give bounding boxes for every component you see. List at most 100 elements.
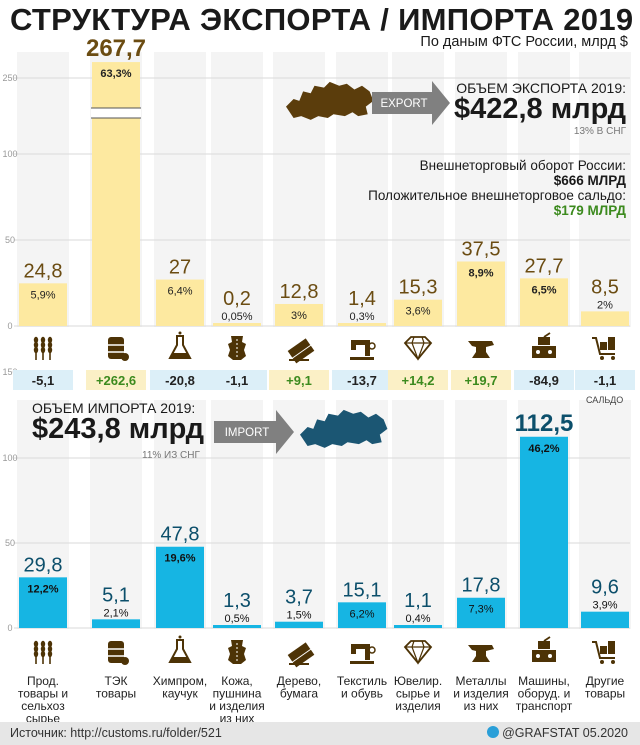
saldo-value-label: -5,1: [32, 373, 54, 388]
saldo-cell: [575, 370, 635, 390]
export-value-label: 24,8: [24, 260, 63, 282]
export-share-label: 5,9%: [30, 289, 55, 301]
saldo-value-label: -84,9: [529, 373, 559, 388]
author-credit-text: @GRAFSTAT 05.2020: [502, 726, 628, 740]
import-value-label: 1,1: [404, 590, 432, 612]
import-share-label: 0,4%: [405, 613, 430, 625]
lumber-icon: [287, 642, 315, 668]
import-volume-label: ОБЪЕМ ИМПОРТА 2019:: [32, 400, 196, 416]
export-arrow-text: EXPORT: [380, 98, 427, 110]
telegram-icon: [487, 726, 500, 738]
saldo-row-caption: САЛЬДО: [586, 395, 624, 405]
import-value-label: 9,6: [591, 577, 619, 599]
category-label: Дерево,: [277, 674, 321, 688]
category-label: товары и: [18, 687, 68, 701]
export-bar: [92, 62, 140, 326]
saldo-cell: [269, 370, 329, 390]
category-label: Кожа,: [221, 674, 253, 688]
flask-icon: [168, 331, 192, 359]
trade-turnover-value: $666 МЛРД: [553, 173, 626, 188]
import-share-label: 46,2%: [528, 443, 559, 455]
export-value-label: 37,5: [462, 239, 501, 261]
category-label: из них: [220, 712, 255, 723]
import-arrow-text: IMPORT: [225, 427, 270, 439]
russia-map-import: [300, 409, 388, 448]
import-bar: [457, 597, 505, 628]
export-share-label: 0,05%: [221, 311, 252, 323]
category-label: ТЭК: [105, 674, 128, 688]
export-share-label: 6,5%: [531, 284, 556, 296]
export-bar: [394, 299, 442, 326]
saldo-value-label: +19,7: [465, 373, 498, 388]
export-share-label: 3,6%: [405, 306, 430, 318]
import-bar: [338, 602, 386, 628]
export-cis-note: 13% В СНГ: [573, 126, 626, 137]
oil-barrel-icon: [108, 641, 129, 665]
category-label: Текстиль: [337, 674, 387, 688]
export-y-tick-label: 250: [2, 73, 17, 83]
trade-saldo-value: $179 МЛРД: [553, 203, 626, 218]
trade-structure-chart: 0 50 100 250 150 0 50 100 24,8 5,9% 267,7 63,3% 27 6,…: [2, 35, 635, 723]
machinery-icon: [532, 636, 556, 662]
import-bar: [520, 436, 568, 628]
category-label: Ювелир.: [394, 674, 442, 688]
anvil-icon: [468, 645, 494, 662]
export-arrow: EXPORT: [372, 81, 450, 125]
import-share-label: 3,9%: [592, 600, 617, 612]
import-bar: [581, 611, 629, 628]
anvil-icon: [468, 341, 494, 358]
import-share-label: 7,3%: [468, 604, 493, 616]
export-volume-label: ОБЪЕМ ЭКСПОРТА 2019:: [456, 80, 626, 96]
export-value-label: 15,3: [399, 277, 438, 299]
saldo-value-label: +262,6: [96, 373, 136, 388]
export-value-label: 8,5: [591, 276, 619, 298]
saldo-cell: [451, 370, 511, 390]
diamond-icon: [403, 336, 433, 361]
import-y-tick-label: 100: [2, 453, 17, 463]
export-value-label: 267,7: [86, 35, 146, 62]
export-y-tick-label: 150: [2, 367, 17, 377]
export-value-label: 27: [169, 257, 191, 279]
wheat-icon: [33, 640, 53, 664]
oil-barrel-icon: [108, 337, 129, 361]
category-label: товары: [585, 687, 625, 701]
saldo-cell: [332, 370, 392, 390]
export-bar: [213, 323, 261, 326]
saldo-value-label: +14,2: [402, 373, 435, 388]
import-value-label: 112,5: [515, 410, 574, 437]
import-value-label: 5,1: [102, 584, 130, 606]
category-label: из них: [464, 699, 499, 713]
export-share-label: 3%: [291, 310, 307, 322]
saldo-cell: [86, 370, 146, 390]
export-y-tick-label: 50: [5, 235, 15, 245]
category-label: сырье и: [396, 687, 440, 701]
source-link[interactable]: Источник: http://customs.ru/folder/521: [10, 726, 222, 740]
category-label: и изделия: [453, 687, 508, 701]
import-value-label: 3,7: [285, 587, 313, 609]
import-column-bg: [392, 400, 444, 629]
import-arrow: IMPORT: [214, 410, 294, 454]
export-bar: [19, 283, 67, 326]
category-label: пушнина: [213, 687, 262, 701]
import-value-label: 15,1: [343, 579, 382, 601]
import-column-bg: [90, 400, 142, 629]
saldo-value-label: -1,1: [226, 373, 248, 388]
export-value-label: 0,2: [223, 288, 251, 310]
import-value-label: 1,3: [223, 590, 251, 612]
import-share-label: 2,1%: [103, 607, 128, 619]
saldo-value-label: +9,1: [286, 373, 312, 388]
category-label: Другие: [586, 674, 625, 688]
leather-hide-icon: [228, 640, 246, 664]
saldo-value-label: -1,1: [594, 373, 616, 388]
export-y-tick-label: 0: [7, 321, 12, 331]
export-value-label: 1,4: [348, 288, 376, 310]
import-total-value: $243,8 млрд: [32, 413, 205, 445]
cart-boxes-icon: [592, 641, 615, 664]
sewing-machine-icon: [350, 644, 376, 664]
export-column-bg: [579, 52, 631, 327]
export-share-label: 63,3%: [100, 68, 131, 80]
export-y-tick-label: 100: [2, 149, 17, 159]
export-total-value: $422,8 млрд: [453, 93, 626, 125]
import-bar: [394, 625, 442, 628]
import-cis-note: 11% ИЗ СНГ: [142, 450, 200, 461]
